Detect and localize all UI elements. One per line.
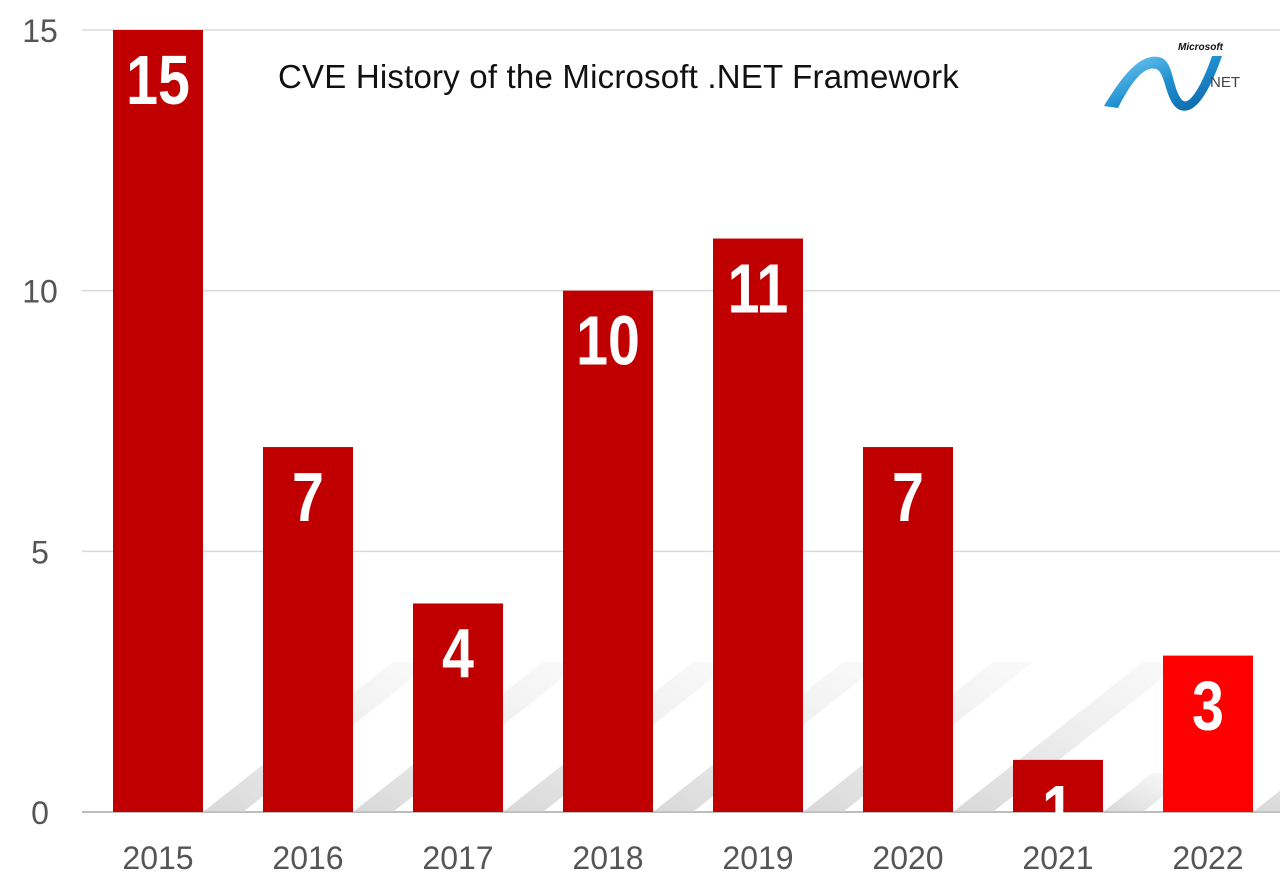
bars xyxy=(113,30,1253,813)
data-label: 15 xyxy=(126,41,190,120)
dotnet-logo-graphic xyxy=(1104,56,1222,111)
bar xyxy=(713,238,803,813)
x-tick-label: 2020 xyxy=(872,840,943,876)
y-tick-label: 5 xyxy=(31,534,49,570)
data-label: 10 xyxy=(576,301,640,380)
bar xyxy=(113,30,203,812)
x-tick-label: 2018 xyxy=(572,840,643,876)
data-label: 7 xyxy=(292,458,324,537)
y-tick-label: 10 xyxy=(22,274,58,310)
chart-title: CVE History of the Microsoft .NET Framew… xyxy=(278,58,959,95)
x-tick-label: 2015 xyxy=(122,840,193,876)
bar xyxy=(863,447,953,812)
x-tick-label: 2019 xyxy=(722,840,793,876)
data-label: 11 xyxy=(728,249,789,328)
y-tick-label: 0 xyxy=(31,795,49,831)
bar-shadow xyxy=(1253,790,1280,812)
y-tick-label: 15 xyxy=(22,13,58,49)
bar xyxy=(413,603,503,812)
bar xyxy=(1163,655,1253,812)
bar xyxy=(263,447,353,812)
x-tick-label: 2022 xyxy=(1172,840,1243,876)
x-tick-label: 2017 xyxy=(422,840,493,876)
data-label: 3 xyxy=(1192,666,1224,745)
x-tick-label: 2016 xyxy=(272,840,343,876)
dotnet-logo-icon: Microsoft NET xyxy=(1100,40,1250,112)
data-label: 1 xyxy=(1042,770,1074,849)
bar-shadow xyxy=(953,662,1183,812)
y-axis-ticks: 0 5 10 15 xyxy=(22,13,58,831)
logo-brand-text: Microsoft xyxy=(1178,42,1223,53)
x-axis-ticks: 2015 2016 2017 2018 2019 2020 2021 2022 xyxy=(122,840,1243,876)
bar xyxy=(563,290,653,813)
data-label: 7 xyxy=(892,458,924,537)
logo-net-text: NET xyxy=(1210,74,1240,91)
data-label: 4 xyxy=(442,614,474,693)
bar xyxy=(1013,759,1103,812)
x-tick-label: 2021 xyxy=(1022,840,1093,876)
data-labels: 15 7 4 10 11 7 1 3 xyxy=(126,41,1224,850)
